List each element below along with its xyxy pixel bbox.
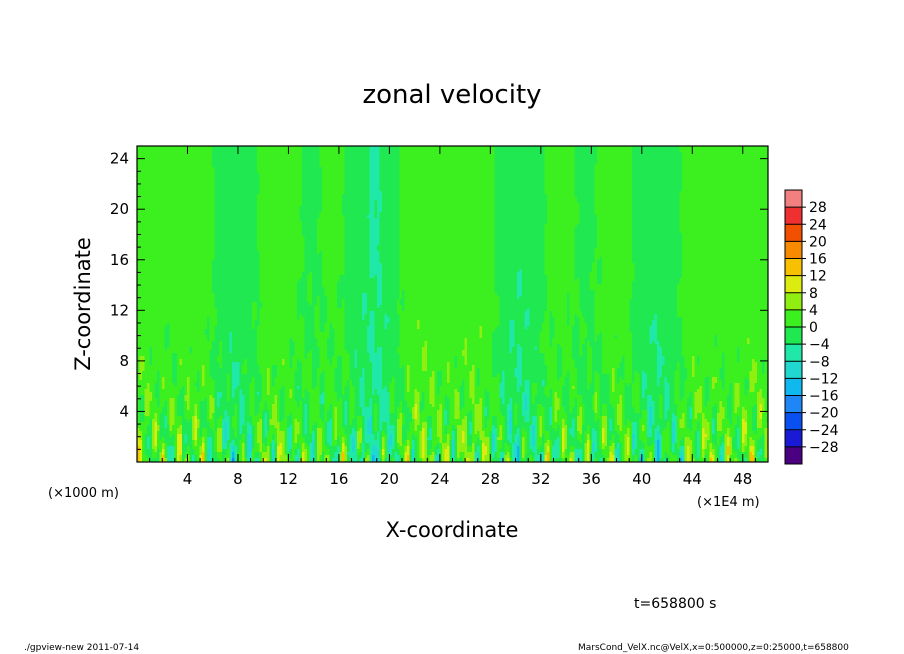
chart-title: zonal velocity: [362, 80, 541, 110]
heatmap-field: [137, 146, 770, 465]
